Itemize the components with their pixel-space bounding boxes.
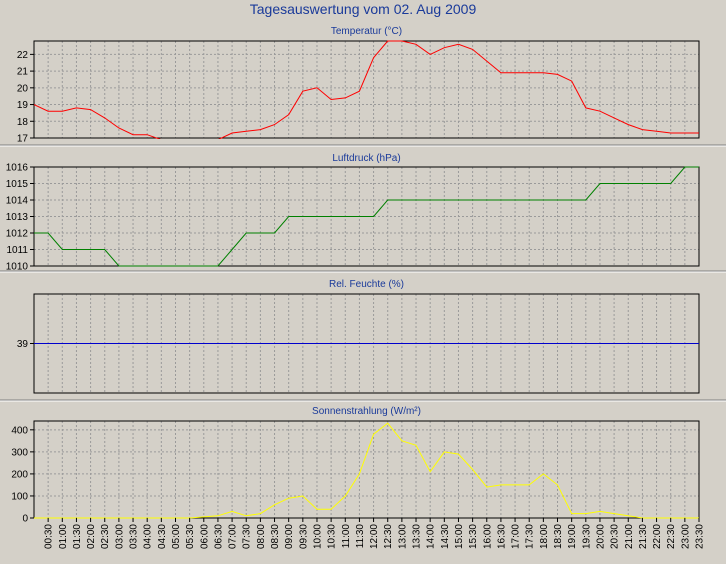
y-tick-label: 1010 (6, 262, 29, 273)
x-tick-label: 05:00 (171, 524, 182, 549)
x-tick-label: 03:30 (129, 524, 140, 549)
y-tick-label: 400 (11, 425, 28, 436)
page-title: Tagesauswertung vom 02. Aug 2009 (249, 1, 477, 17)
y-tick-label: 0 (22, 514, 28, 525)
x-tick-label: 13:00 (397, 524, 408, 549)
y-tick-label: 200 (11, 469, 28, 480)
x-tick-label: 20:30 (610, 524, 621, 549)
x-tick-label: 01:00 (58, 524, 69, 549)
plot-frame (33, 40, 700, 139)
x-tick-label: 05:30 (185, 524, 196, 549)
y-tick-label: 100 (11, 491, 28, 502)
x-tick-label: 14:30 (440, 524, 451, 549)
plot-frame (33, 420, 700, 519)
y-tick-label: 39 (17, 339, 29, 350)
x-tick-label: 03:00 (114, 524, 125, 549)
x-tick-label: 21:00 (624, 524, 635, 549)
x-tick-label: 19:30 (581, 524, 592, 549)
panel-title: Sonnenstrahlung (W/m²) (312, 406, 421, 417)
x-tick-label: 23:30 (695, 524, 706, 549)
x-tick-label: 10:00 (312, 524, 323, 549)
series-line (34, 40, 699, 139)
y-tick-label: 18 (17, 117, 29, 128)
y-tick-label: 17 (17, 134, 29, 145)
x-tick-label: 15:00 (454, 524, 465, 549)
x-tick-label: 23:00 (680, 524, 691, 549)
x-tick-label: 11:30 (355, 524, 366, 549)
y-tick-label: 19 (17, 100, 29, 111)
x-tick-label: 15:30 (468, 524, 479, 549)
x-tick-label: 06:30 (213, 524, 224, 549)
y-tick-label: 1012 (6, 229, 29, 240)
x-tick-label: 06:00 (199, 524, 210, 549)
y-tick-label: 1014 (6, 196, 29, 207)
x-tick-label: 02:00 (86, 524, 97, 549)
y-tick-label: 22 (17, 50, 29, 61)
series-line (34, 422, 699, 519)
x-tick-label: 21:30 (638, 524, 649, 549)
x-tick-label: 18:30 (553, 524, 564, 549)
x-tick-label: 19:00 (567, 524, 578, 549)
x-tick-label: 11:00 (341, 524, 352, 549)
series-line (34, 166, 699, 267)
x-tick-label: 08:30 (270, 524, 281, 549)
x-tick-label: 12:30 (383, 524, 394, 549)
y-tick-label: 1011 (6, 245, 28, 256)
x-tick-label: 04:30 (157, 524, 168, 549)
x-tick-label: 22:30 (666, 524, 677, 549)
x-tick-label: 17:30 (525, 524, 536, 549)
x-tick-label: 09:00 (284, 524, 295, 549)
x-tick-label: 00:30 (44, 524, 55, 549)
x-tick-label: 17:00 (511, 524, 522, 549)
x-tick-label: 16:30 (496, 524, 507, 549)
x-tick-label: 04:00 (143, 524, 154, 549)
y-tick-label: 1013 (6, 212, 29, 223)
x-tick-label: 09:30 (298, 524, 309, 549)
plot-frame (33, 166, 700, 267)
x-tick-label: 01:30 (72, 524, 83, 549)
panel-title: Luftdruck (hPa) (332, 153, 400, 164)
x-tick-label: 12:00 (369, 524, 380, 549)
x-tick-label: 13:30 (412, 524, 423, 549)
x-tick-label: 07:30 (242, 524, 253, 549)
x-tick-label: 20:00 (595, 524, 606, 549)
x-tick-label: 16:00 (482, 524, 493, 549)
x-tick-label: 22:00 (652, 524, 663, 549)
x-tick-label: 07:00 (228, 524, 239, 549)
y-tick-label: 21 (17, 67, 29, 78)
y-tick-label: 300 (11, 447, 28, 458)
x-tick-label: 08:00 (256, 524, 267, 549)
x-tick-label: 14:00 (426, 524, 437, 549)
x-tick-label: 10:30 (327, 524, 338, 549)
y-tick-label: 1016 (6, 163, 29, 174)
x-tick-label: 18:00 (539, 524, 550, 549)
y-tick-label: 20 (17, 83, 29, 94)
x-tick-label: 02:30 (100, 524, 111, 549)
panel-title: Rel. Feuchte (%) (329, 279, 404, 290)
panel-title: Temperatur (°C) (331, 26, 402, 37)
y-tick-label: 1015 (6, 179, 29, 190)
